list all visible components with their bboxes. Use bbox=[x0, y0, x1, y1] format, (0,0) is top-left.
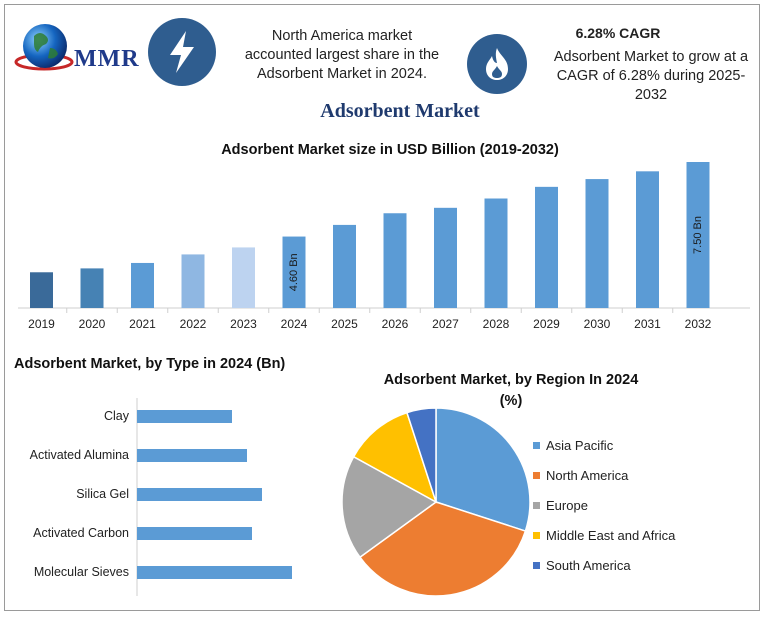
pie-chart-title: Adsorbent Market, by Region In 2024 (%) bbox=[356, 370, 666, 412]
cagr-text-line: 2032 bbox=[634, 87, 668, 103]
bar-2022 bbox=[181, 254, 205, 308]
pie-slice bbox=[352, 411, 438, 504]
type-label: Activated Alumina bbox=[30, 448, 129, 462]
x-tick-label: 2024 bbox=[281, 317, 308, 331]
globe-icon bbox=[14, 24, 74, 71]
bar-2020 bbox=[80, 268, 104, 308]
share-text-line: North America market bbox=[271, 28, 413, 44]
x-tick-label: 2022 bbox=[180, 317, 207, 331]
type-label: Molecular Sieves bbox=[34, 565, 129, 579]
legend-label: Asia Pacific bbox=[546, 437, 614, 453]
legend-swatch bbox=[533, 501, 540, 509]
legend-swatch bbox=[533, 471, 540, 479]
bar-2028 bbox=[484, 198, 508, 308]
type-bar bbox=[137, 488, 262, 501]
bar-2023 bbox=[232, 247, 255, 308]
pie-slice bbox=[341, 455, 438, 559]
legend-item: Middle East and Africa bbox=[533, 520, 753, 550]
legend-item: Europe bbox=[533, 490, 753, 520]
type-bar bbox=[137, 527, 252, 540]
cagr-text-line: Adsorbent Market to grow at a bbox=[553, 49, 749, 65]
pie-title-line: (%) bbox=[499, 393, 523, 409]
legend-item: Asia Pacific bbox=[533, 430, 753, 460]
cagr-text: Adsorbent Market to grow at a CAGR of 6.… bbox=[540, 48, 762, 105]
bar-2024 bbox=[282, 236, 306, 308]
pie-title-line: Adsorbent Market, by Region In 2024 bbox=[383, 372, 639, 388]
logo-text: MMR bbox=[74, 46, 140, 72]
flame-icon bbox=[467, 34, 527, 94]
data-label: 7.50 Bn bbox=[692, 216, 704, 254]
mmr-logo: MMR bbox=[14, 18, 144, 82]
bar-2021 bbox=[131, 262, 154, 308]
type-label: Silica Gel bbox=[76, 487, 129, 501]
legend-swatch bbox=[533, 441, 540, 449]
type-chart-title: Adsorbent Market, by Type in 2024 (Bn) bbox=[14, 356, 286, 372]
share-text: North America market accounted largest s… bbox=[226, 27, 458, 84]
legend-item: North America bbox=[533, 460, 753, 490]
x-tick-label: 2032 bbox=[685, 317, 712, 331]
pie-slice bbox=[358, 501, 527, 597]
type-bar bbox=[137, 449, 247, 462]
bar-2025 bbox=[333, 224, 356, 308]
type-bar bbox=[137, 410, 232, 423]
x-tick-label: 2021 bbox=[129, 317, 156, 331]
x-tick-label: 2025 bbox=[331, 317, 358, 331]
bar-chart-title: Adsorbent Market size in USD Billion (20… bbox=[221, 142, 559, 158]
x-tick-label: 2026 bbox=[382, 317, 409, 331]
cagr-title: 6.28% CAGR bbox=[575, 25, 661, 41]
share-text-line: Adsorbent Market in 2024. bbox=[256, 66, 428, 82]
share-text-line: accounted largest share in the bbox=[244, 47, 440, 63]
type-bar bbox=[137, 566, 292, 579]
x-tick-label: 2027 bbox=[432, 317, 459, 331]
x-tick-label: 2028 bbox=[483, 317, 510, 331]
bar-2019 bbox=[30, 272, 53, 308]
pie-slice bbox=[406, 407, 437, 503]
pie-slice bbox=[435, 407, 531, 532]
legend-label: Middle East and Africa bbox=[546, 527, 676, 543]
bar-2026 bbox=[383, 213, 407, 308]
legend-label: Europe bbox=[546, 497, 588, 513]
x-tick-label: 2023 bbox=[230, 317, 257, 331]
bar-2031 bbox=[636, 171, 659, 308]
main-title: Adsorbent Market bbox=[320, 100, 480, 122]
x-tick-label: 2019 bbox=[28, 317, 55, 331]
bar-2030 bbox=[585, 179, 609, 308]
bar-2029 bbox=[535, 186, 558, 308]
pie-legend: Asia Pacific North America Europe Middle Ea… bbox=[533, 430, 753, 580]
pie-chart bbox=[341, 407, 531, 597]
data-label: 4.60 Bn bbox=[288, 253, 300, 291]
legend-item: South America bbox=[533, 550, 753, 580]
legend-swatch bbox=[533, 561, 540, 569]
type-label: Activated Carbon bbox=[33, 526, 129, 540]
bar-2027 bbox=[434, 207, 457, 308]
x-tick-label: 2029 bbox=[533, 317, 560, 331]
type-label: Clay bbox=[104, 409, 130, 423]
bar-2032 bbox=[686, 162, 710, 308]
x-tick-label: 2031 bbox=[634, 317, 661, 331]
legend-label: North America bbox=[546, 467, 629, 483]
x-tick-label: 2020 bbox=[79, 317, 106, 331]
bar-chart: 2019 2020 2021 2022 2023 2024 2025 2026 2027 2028… bbox=[18, 162, 750, 331]
cagr-text-line: CAGR of 6.28% during 2025- bbox=[556, 68, 746, 84]
x-tick-label: 2030 bbox=[584, 317, 611, 331]
legend-label: South America bbox=[546, 557, 631, 573]
legend-swatch bbox=[533, 531, 540, 539]
type-chart: Clay Activated Alumina Silica Gel Activated… bbox=[30, 398, 292, 596]
lightning-icon bbox=[148, 18, 216, 86]
